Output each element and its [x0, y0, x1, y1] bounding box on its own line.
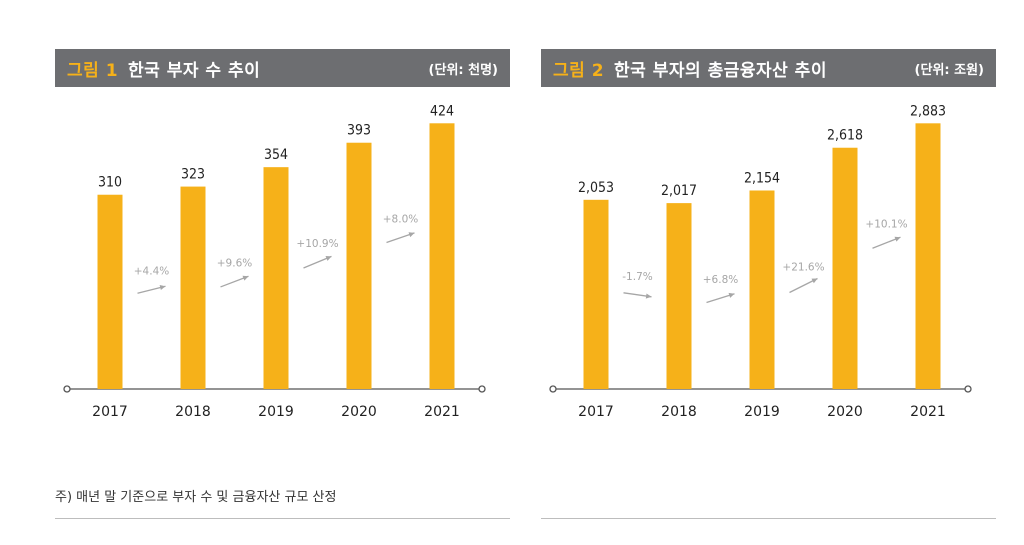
growth-rate-label: -1.7% — [622, 271, 652, 283]
footnote: 주) 매년 말 기준으로 부자 수 및 금융자산 규모 산정 — [55, 490, 337, 505]
bar-2018 — [180, 186, 206, 389]
growth-arrow-head — [894, 236, 901, 242]
growth-arrow-head — [242, 275, 249, 281]
x-tick-label: 2017 — [92, 404, 128, 420]
bar-value-label: 310 — [98, 175, 122, 191]
growth-arrow-head — [159, 284, 166, 291]
x-tick-label: 2021 — [424, 404, 460, 420]
bar-2021 — [429, 123, 455, 389]
x-tick-label: 2018 — [661, 404, 697, 420]
figure-number-2: 그림 2 — [553, 60, 605, 81]
growth-arrow-head — [728, 292, 735, 298]
bar-value-label: 2,053 — [578, 180, 614, 196]
chart-panel-2: 그림 2 한국 부자의 총금융자산 추이 (단위: 조원) 2,053 2017 2… — [541, 49, 996, 420]
bar-value-label: 2,883 — [910, 103, 946, 119]
x-tick-label: 2020 — [341, 404, 377, 420]
bar-2020 — [832, 147, 858, 389]
bar-2019 — [263, 167, 289, 389]
x-tick-label: 2019 — [744, 404, 780, 420]
bar-value-label: 2,017 — [661, 183, 697, 199]
bar-value-label: 2,618 — [827, 128, 863, 144]
bar-2021 — [915, 123, 941, 389]
bar-value-label: 393 — [347, 123, 371, 139]
growth-arrow-head — [811, 278, 818, 284]
growth-rate-label: +9.6% — [217, 258, 252, 270]
divider-line-2 — [541, 518, 996, 519]
bar-2017 — [97, 194, 123, 389]
bar-2018 — [666, 203, 692, 389]
figure-number-1: 그림 1 — [67, 60, 119, 81]
bar-chart-2: 2,053 2017 2,017 2018 2,154 2019 2,618 2020 2,88… — [549, 103, 972, 420]
bar-value-label: 424 — [430, 103, 454, 119]
chart-unit-2: (단위: 조원) — [914, 62, 984, 78]
growth-rate-label: +10.9% — [296, 238, 338, 250]
chart-panel-1: 그림 1 한국 부자 수 추이 (단위: 천명) 310 2017 323 2018 3… — [55, 49, 510, 420]
bar-2017 — [583, 199, 609, 389]
bar-value-label: 323 — [181, 167, 205, 183]
x-tick-label: 2021 — [910, 404, 946, 420]
growth-rate-label: +21.6% — [782, 261, 824, 273]
bar-chart-1: 310 2017 323 2018 354 2019 393 2020 424 2021 +4.4%… — [63, 103, 486, 420]
bar-value-label: 354 — [264, 147, 288, 163]
x-tick-label: 2019 — [258, 404, 294, 420]
chart-header-2: 그림 2 한국 부자의 총금융자산 추이 (단위: 조원) — [541, 49, 996, 87]
axis-end-left — [63, 385, 71, 393]
divider-line-1 — [55, 518, 510, 519]
chart-title-1: 한국 부자 수 추이 — [128, 60, 261, 81]
axis-end-right — [478, 385, 486, 393]
chart-header-1: 그림 1 한국 부자 수 추이 (단위: 천명) — [55, 49, 510, 87]
axis-end-left — [549, 385, 557, 393]
chart-unit-1: (단위: 천명) — [428, 62, 498, 78]
bar-2019 — [749, 190, 775, 389]
chart-title-2: 한국 부자의 총금융자산 추이 — [614, 60, 827, 81]
bar-2020 — [346, 142, 372, 389]
bar-value-label: 2,154 — [744, 170, 780, 186]
growth-rate-label: +4.4% — [134, 266, 169, 278]
axis-end-right — [964, 385, 972, 393]
growth-arrow-head — [408, 232, 415, 238]
growth-arrow-head — [325, 256, 332, 261]
x-tick-label: 2017 — [578, 404, 614, 420]
growth-rate-label: +6.8% — [703, 274, 738, 286]
growth-rate-label: +8.0% — [383, 214, 418, 226]
growth-rate-label: +10.1% — [865, 219, 907, 231]
x-tick-label: 2018 — [175, 404, 211, 420]
growth-arrow-head — [645, 293, 652, 299]
x-tick-label: 2020 — [827, 404, 863, 420]
